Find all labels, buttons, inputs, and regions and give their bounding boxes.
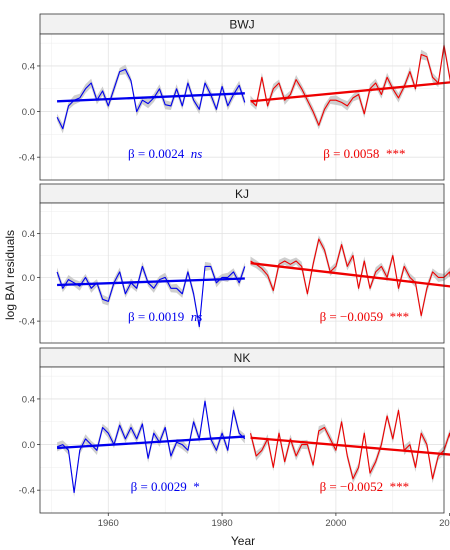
- x-tick-label: 2000: [325, 518, 346, 529]
- significance-label: ns: [191, 146, 203, 161]
- y-tick-label: 0.0: [22, 440, 35, 451]
- y-axis-title: log BAI residuals: [3, 230, 17, 320]
- strip-label: KJ: [235, 187, 249, 201]
- y-tick-label: -0.4: [19, 486, 35, 497]
- trend-line-before: [57, 277, 245, 287]
- y-tick-label: 0.4: [22, 229, 35, 240]
- series-line-after: [250, 238, 450, 317]
- x-tick-label: 2020: [439, 518, 450, 529]
- panel-border: [39, 202, 445, 344]
- x-tick-label: 1960: [98, 518, 119, 529]
- panel-nk: NK -0.4 0.0 0.4 β = 0.0029 * β = −0.0052 ***: [19, 347, 450, 514]
- series-line-after: [249, 409, 450, 480]
- beta-annotation-after: β = 0.0058 ***: [323, 146, 405, 161]
- trend-line-after: [250, 81, 450, 103]
- y-tick-label: 0.0: [22, 273, 35, 284]
- significance-label: *: [193, 479, 200, 494]
- panel-border: [39, 33, 445, 181]
- beta-value: β = 0.0029: [131, 479, 187, 494]
- beta-annotation-before: β = 0.0029 *: [131, 479, 200, 494]
- beta-value: β = 0.0019: [128, 309, 184, 324]
- strip-label: BWJ: [229, 18, 254, 32]
- series-line-before: [56, 400, 246, 494]
- beta-annotation-after: β = −0.0059 ***: [320, 309, 410, 324]
- x-axis: 1960 1980 2000 2020: [98, 513, 450, 529]
- y-tick-label: 0.4: [22, 394, 35, 405]
- trend-line-before: [57, 435, 245, 450]
- trend-line-before: [57, 92, 245, 103]
- beta-value: β = −0.0052: [320, 479, 384, 494]
- confidence-band-before: [57, 64, 245, 134]
- y-tick-label: 0.4: [22, 61, 35, 72]
- x-tick-label: 1980: [212, 518, 233, 529]
- beta-annotation-after: β = −0.0052 ***: [320, 479, 410, 494]
- panel-border: [39, 366, 445, 514]
- y-tick-label: -0.4: [19, 317, 35, 328]
- strip-label: NK: [234, 351, 251, 365]
- beta-annotation-before: β = 0.0019 ns: [128, 309, 202, 324]
- y-tick-label: -0.4: [19, 153, 35, 164]
- beta-value: β = −0.0059: [320, 309, 384, 324]
- trend-line-after: [250, 262, 450, 288]
- panels: BWJ-0.40.00.4β = 0.0024 ns β = 0.0058 ***…: [19, 13, 450, 514]
- y-tick-label: 0.0: [22, 107, 35, 118]
- significance-label: ***: [390, 309, 410, 324]
- beta-annotation-before: β = 0.0024 ns: [128, 146, 202, 161]
- trend-line-after: [250, 436, 450, 456]
- significance-label: ns: [191, 309, 203, 324]
- panel-kj: KJ -0.4 0.0 0.4 β = 0.0019 ns β = −0.0059 ***: [19, 183, 450, 344]
- beta-value: β = 0.0024: [128, 146, 185, 161]
- beta-value: β = 0.0058: [323, 146, 379, 161]
- significance-label: ***: [390, 479, 410, 494]
- significance-label: ***: [386, 146, 406, 161]
- series-line-before: [56, 68, 246, 130]
- x-axis-title: Year: [231, 534, 255, 548]
- panel-bwj: BWJ -0.4 0.0 0.4 β = 0.0024 ns β = 0.0058 ***: [19, 13, 450, 181]
